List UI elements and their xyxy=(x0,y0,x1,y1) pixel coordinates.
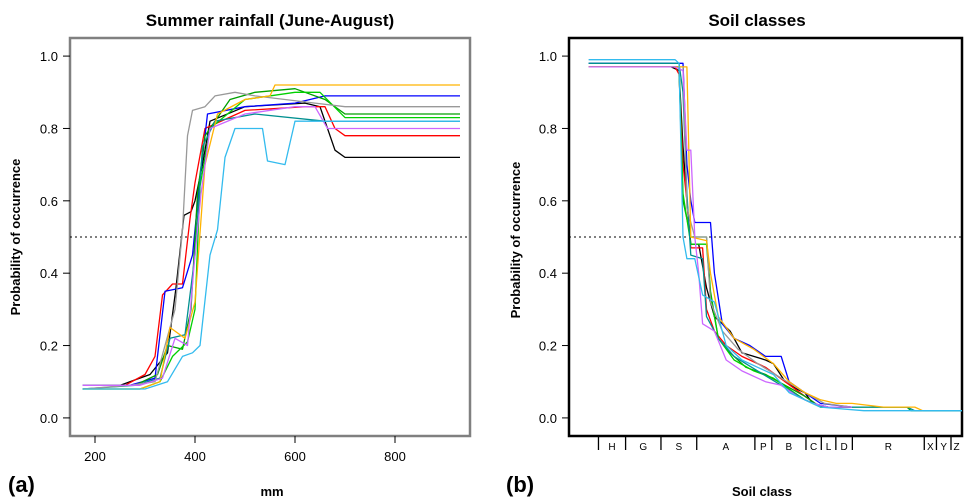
chart-b-category-label: Z xyxy=(953,442,959,453)
chart-b-y-axis: 0.0 0.2 0.4 0.6 0.8 1.0 xyxy=(539,49,569,426)
chart-b-series-line-3 xyxy=(588,62,853,408)
chart-a-title: Summer rainfall (June-August) xyxy=(146,11,394,30)
chart-a-series-line-5 xyxy=(82,91,460,390)
chart-a-y-tick-label: 0.2 xyxy=(40,339,58,354)
chart-b-category-label: R xyxy=(885,442,892,453)
chart-b-category-label: B xyxy=(786,442,793,453)
chart-a-y-tick-label: 0.4 xyxy=(40,266,58,281)
chart-b-y-tick-label: 0.2 xyxy=(539,339,557,354)
chart-a-panel-label: (a) xyxy=(8,472,35,497)
chart-b-category-label: A xyxy=(722,442,729,453)
chart-a-series-line-7 xyxy=(82,91,460,390)
chart-a: Summer rainfall (June-August) 0.00.20.40… xyxy=(8,11,472,499)
chart-b-y-tick-label: 0.8 xyxy=(539,121,557,136)
chart-b-ylabel: Probability of occurrence xyxy=(508,162,523,319)
chart-a-x-axis: 200 400 600 800 xyxy=(84,436,406,464)
chart-b-y-tick-label: 0.0 xyxy=(539,411,557,426)
chart-b-y-tick-label: 0.4 xyxy=(539,266,557,281)
chart-b-series-line-4 xyxy=(588,66,962,412)
chart-a-y-tick-label: 0.6 xyxy=(40,194,58,209)
chart-b-y-tick-label: 0.6 xyxy=(539,194,557,209)
chart-b-category-label: Y xyxy=(940,442,947,453)
chart-b-category-label: L xyxy=(826,442,832,453)
chart-b-series xyxy=(588,59,962,412)
chart-b-xlabel: Soil class xyxy=(732,484,792,499)
chart-b-title: Soil classes xyxy=(708,11,805,30)
chart-a-series-line-3 xyxy=(82,95,460,386)
chart-a-series-line-9 xyxy=(82,106,460,386)
chart-a-x-tick-label: 600 xyxy=(284,449,306,464)
chart-b-category-label: P xyxy=(760,442,767,453)
chart-a-y-tick-label: 1.0 xyxy=(40,49,58,64)
chart-a-x-tick-label: 200 xyxy=(84,449,106,464)
chart-a-series-line-10 xyxy=(82,120,460,390)
chart-b-category-label: D xyxy=(840,442,847,453)
chart-b-y-tick-label: 1.0 xyxy=(539,49,557,64)
chart-b-series-line-8 xyxy=(588,66,923,412)
chart-a-series-line-2 xyxy=(82,106,460,386)
chart-b-category-label: X xyxy=(927,442,934,453)
chart-b-category-label: G xyxy=(639,442,647,453)
chart-a-y-tick-label: 0.0 xyxy=(40,411,58,426)
chart-a-series-line-6 xyxy=(82,113,460,390)
chart-a-xlabel: mm xyxy=(260,484,283,499)
chart-a-ylabel: Probability of occurrence xyxy=(8,159,23,316)
chart-a-series xyxy=(82,84,460,390)
chart-b-category-label: S xyxy=(676,442,683,453)
chart-a-series-line-1 xyxy=(82,102,460,386)
chart-b-category-label: C xyxy=(810,442,817,453)
chart-a-y-tick-label: 0.8 xyxy=(40,121,58,136)
chart-a-x-tick-label: 800 xyxy=(384,449,406,464)
chart-a-x-tick-label: 400 xyxy=(184,449,206,464)
chart-b-series-line-10 xyxy=(588,59,962,412)
chart-b-category-label: H xyxy=(608,442,615,453)
chart-a-y-axis: 0.0 0.2 0.4 0.6 0.8 1.0 xyxy=(40,49,70,426)
chart-b-panel-label: (b) xyxy=(506,472,534,497)
